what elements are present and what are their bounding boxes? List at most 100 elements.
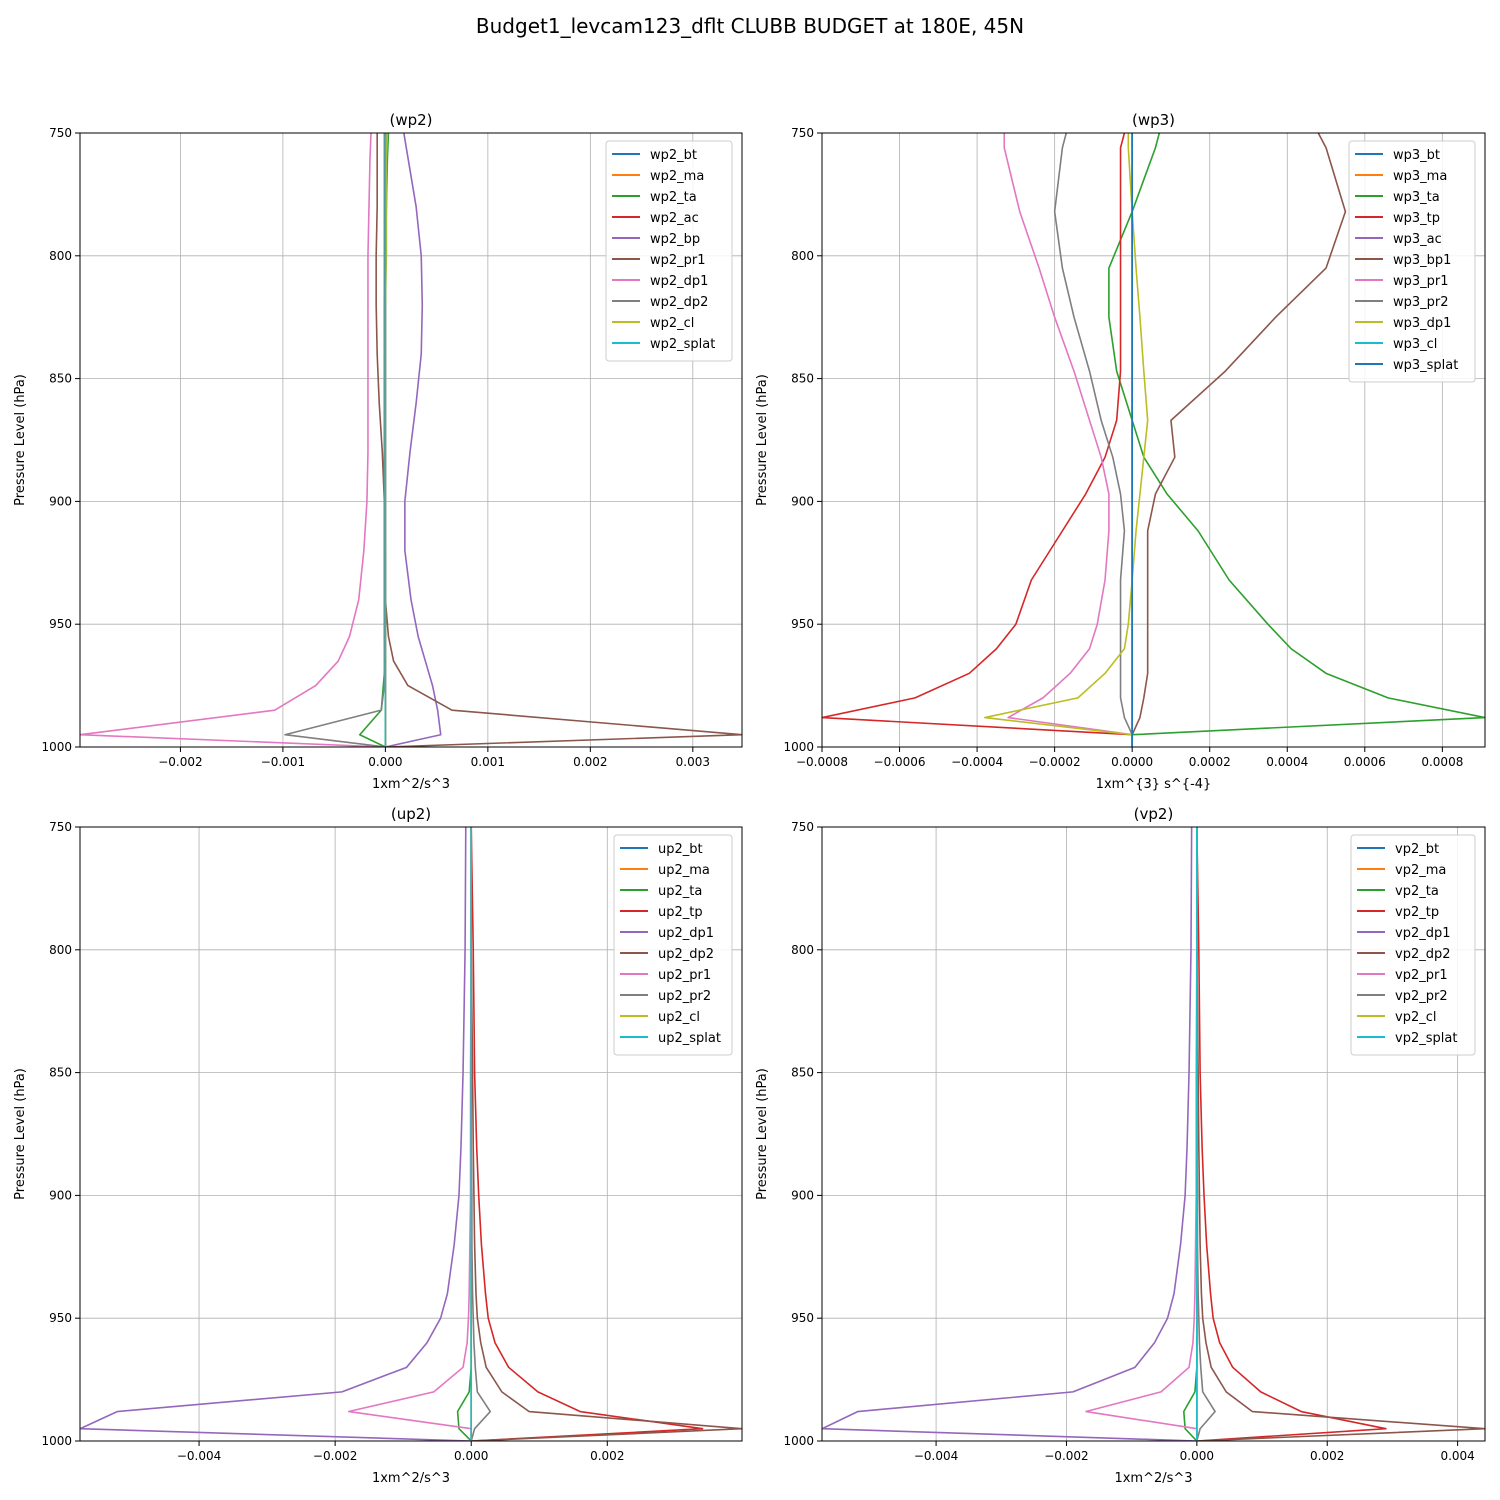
legend-label: wp2_pr1 xyxy=(650,253,706,268)
series-line-wp2_bp xyxy=(385,133,442,747)
x-tick-label: 0.000 xyxy=(1180,1449,1214,1463)
y-tick-label: 1000 xyxy=(783,1434,814,1448)
legend: wp2_bt wp2_ma wp2_ta wp2_ac wp2_bp wp2_pr1 wp2… xyxy=(605,140,733,362)
legend-label: vp2_pr1 xyxy=(1395,968,1448,983)
legend-label: wp3_pr2 xyxy=(1393,295,1449,310)
x-tick-label: −0.0006 xyxy=(874,755,926,769)
x-tick-label: 0.000 xyxy=(454,1449,488,1463)
y-tick-label: 1000 xyxy=(783,740,814,754)
panel-wp3: −0.0008 −0.0006 −0.0004 −0.0002 0.0000 0.0002… xyxy=(755,111,1486,792)
y-axis-label: Pressure Level (hPa) xyxy=(755,374,770,506)
x-tick-label: −0.002 xyxy=(1044,1449,1088,1463)
series-line-wp2_dp1 xyxy=(80,133,386,747)
legend-label: wp2_cl xyxy=(650,316,694,331)
plot-frame xyxy=(821,826,1486,1442)
series-line-wp3_dp1 xyxy=(984,133,1149,747)
x-axis-label: 1xm^2/s^3 xyxy=(372,1471,450,1486)
legend-label: wp2_bt xyxy=(650,148,697,163)
legend-label: wp3_bt xyxy=(1393,148,1440,163)
x-tick-label: 0.002 xyxy=(573,755,607,769)
series-line-vp2_tp xyxy=(1196,827,1387,1441)
y-tick-label: 900 xyxy=(791,1188,814,1202)
legend-label: up2_pr2 xyxy=(658,989,711,1004)
legend: up2_bt up2_ma up2_ta up2_tp up2_dp1 up2_dp2up… xyxy=(613,834,733,1056)
y-tick-label: 750 xyxy=(49,126,72,140)
series-line-vp2_dp1 xyxy=(822,827,1197,1441)
series-line-wp3_tp xyxy=(822,133,1133,747)
y-tick-label: 850 xyxy=(791,372,814,386)
series-line-vp2_pr2 xyxy=(1196,827,1216,1441)
series-line-vp2_ta xyxy=(1183,827,1198,1441)
x-tick-label: −0.004 xyxy=(914,1449,958,1463)
legend-label: wp2_bp xyxy=(650,232,700,247)
x-tick-label: −0.0008 xyxy=(796,755,848,769)
y-tick-label: 850 xyxy=(791,1066,814,1080)
legend: wp3_bt wp3_ma wp3_ta wp3_tp wp3_ac wp3_bp1 wp3… xyxy=(1348,140,1476,383)
y-axis-label: Pressure Level (hPa) xyxy=(13,374,28,506)
series-line-wp3_pr2 xyxy=(1053,133,1133,747)
y-tick-label: 850 xyxy=(49,1066,72,1080)
legend-label: wp2_ac xyxy=(650,211,699,226)
x-tick-label: 0.004 xyxy=(1440,1449,1474,1463)
x-tick-label: −0.0002 xyxy=(1029,755,1081,769)
y-axis-label: Pressure Level (hPa) xyxy=(755,1068,770,1200)
series-line-up2_ta xyxy=(456,827,473,1441)
legend-label: up2_cl xyxy=(658,1010,700,1025)
legend-label: wp3_cl xyxy=(1393,337,1437,352)
panel-title: (up2) xyxy=(391,805,431,823)
legend-label: wp2_ta xyxy=(650,190,697,205)
panel-up2: −0.004 −0.002 0.000 0.002 750 800 850 900 950 100… xyxy=(13,805,743,1486)
x-tick-label: 0.000 xyxy=(368,755,402,769)
x-tick-label: 0.0004 xyxy=(1266,755,1308,769)
legend-label: vp2_pr2 xyxy=(1395,989,1448,1004)
legend-label: vp2_splat xyxy=(1395,1031,1457,1046)
legend-label: vp2_cl xyxy=(1395,1010,1436,1025)
y-tick-label: 950 xyxy=(791,617,814,631)
legend-label: vp2_ta xyxy=(1395,884,1439,899)
y-tick-label: 800 xyxy=(49,943,72,957)
legend-label: vp2_tp xyxy=(1395,905,1439,920)
series-line-up2_pr1 xyxy=(347,827,473,1441)
legend: vp2_bt vp2_ma vp2_ta vp2_tp vp2_dp1 vp2_dp2vp… xyxy=(1350,834,1476,1056)
legend-label: up2_bt xyxy=(658,842,703,857)
y-tick-label: 950 xyxy=(49,617,72,631)
legend-label: up2_tp xyxy=(658,905,703,920)
legend-label: wp2_dp2 xyxy=(650,295,708,310)
x-axis-label: 1xm^2/s^3 xyxy=(372,777,450,792)
series-lines xyxy=(80,827,742,1441)
legend-label: wp3_splat xyxy=(1393,358,1458,373)
series-lines xyxy=(80,133,742,747)
legend-label: vp2_dp2 xyxy=(1395,947,1451,962)
legend-label: up2_splat xyxy=(658,1031,721,1046)
x-tick-label: −0.001 xyxy=(261,755,305,769)
y-tick-label: 1000 xyxy=(41,740,72,754)
y-tick-label: 800 xyxy=(791,249,814,263)
series-lines xyxy=(822,133,1485,747)
legend-label: wp3_ac xyxy=(1393,232,1442,247)
legend-label: up2_dp1 xyxy=(658,926,714,941)
legend-label: up2_ta xyxy=(658,884,702,899)
y-tick-label: 1000 xyxy=(41,1434,72,1448)
y-tick-label: 750 xyxy=(49,820,72,834)
legend-label: wp2_splat xyxy=(650,337,715,352)
x-axis-label: 1xm^2/s^3 xyxy=(1114,1471,1192,1486)
legend-label: vp2_ma xyxy=(1395,863,1446,878)
x-tick-label: −0.004 xyxy=(177,1449,221,1463)
figure-title: Budget1_levcam123_dflt CLUBB BUDGET at 1… xyxy=(475,14,1025,38)
y-tick-label: 950 xyxy=(791,1311,814,1325)
y-tick-label: 900 xyxy=(791,494,814,508)
y-axis-label: Pressure Level (hPa) xyxy=(13,1068,28,1200)
legend-label: wp3_ta xyxy=(1393,190,1440,205)
y-tick-label: 900 xyxy=(49,1188,72,1202)
y-tick-label: 850 xyxy=(49,372,72,386)
legend-label: up2_ma xyxy=(658,863,710,878)
legend-label: up2_dp2 xyxy=(658,947,714,962)
legend-label: wp3_dp1 xyxy=(1393,316,1451,331)
legend-label: wp3_bp1 xyxy=(1393,253,1451,268)
series-line-wp3_ta xyxy=(1108,133,1485,747)
y-tick-label: 800 xyxy=(791,943,814,957)
legend-label: wp3_ma xyxy=(1393,169,1447,184)
series-line-up2_dp2 xyxy=(470,827,742,1441)
legend-label: wp3_pr1 xyxy=(1393,274,1449,289)
series-lines xyxy=(822,827,1485,1441)
